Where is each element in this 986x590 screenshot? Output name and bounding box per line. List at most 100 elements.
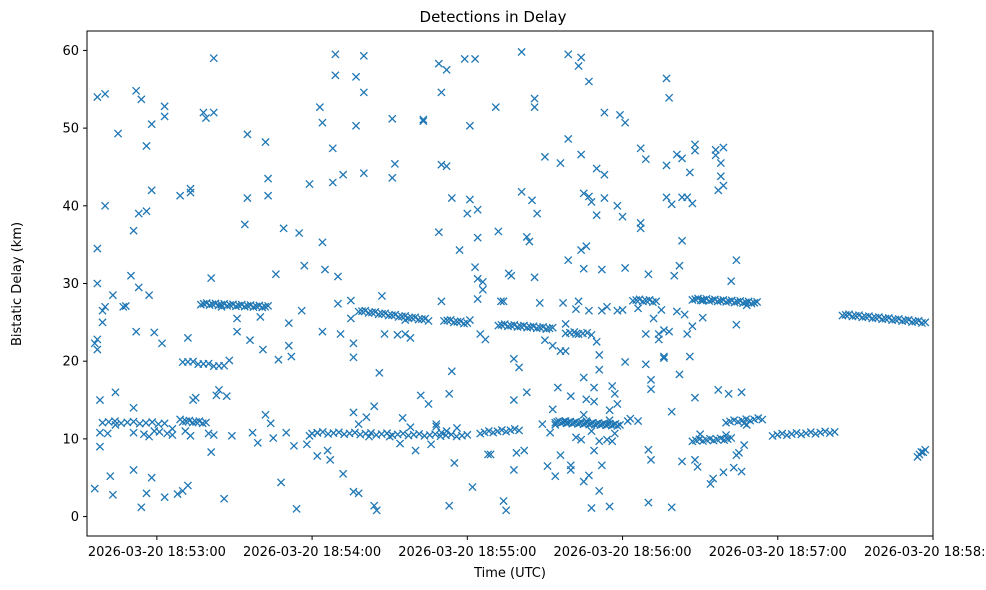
data-point: [253, 438, 262, 447]
data-point: [577, 53, 586, 62]
data-point: [390, 159, 399, 168]
data-point: [667, 407, 676, 416]
data-point: [543, 462, 552, 471]
data-point: [583, 328, 592, 337]
data-point: [367, 308, 377, 317]
x-tick-label: 2026-03-20 18:54:00: [243, 545, 381, 560]
data-point: [706, 479, 715, 489]
data-point: [201, 418, 211, 427]
data-point: [145, 291, 154, 300]
data-point: [364, 432, 374, 441]
data-point: [577, 150, 586, 159]
data-point: [737, 388, 746, 397]
data-point: [359, 169, 368, 178]
data-point: [113, 129, 123, 138]
data-point: [566, 461, 575, 470]
data-point: [672, 150, 681, 159]
data-point: [416, 391, 425, 400]
data-point: [350, 428, 359, 437]
data-point: [582, 242, 591, 251]
data-point: [618, 212, 627, 221]
data-point: [579, 477, 588, 486]
data-point: [659, 354, 668, 363]
data-point: [548, 323, 557, 332]
data-point: [613, 399, 622, 408]
data-point: [675, 261, 684, 270]
data-point: [139, 430, 148, 439]
data-point: [142, 141, 151, 151]
data-point: [571, 433, 581, 442]
data-point: [249, 303, 258, 312]
data-point: [300, 261, 309, 270]
data-point: [732, 320, 741, 329]
data-point: [605, 502, 614, 511]
data-point: [732, 256, 741, 265]
data-point: [481, 335, 490, 344]
data-point: [473, 205, 482, 214]
y-tick-label: 40: [62, 199, 79, 214]
data-point: [758, 415, 767, 424]
data-point: [510, 424, 519, 434]
chart-title: Detections in Delay: [420, 8, 567, 26]
data-point: [432, 420, 441, 429]
data-point: [434, 59, 443, 68]
data-point: [450, 458, 459, 468]
data-point: [279, 224, 288, 233]
data-point: [525, 237, 534, 246]
data-point: [517, 187, 526, 196]
data-point: [665, 93, 674, 102]
data-point: [111, 388, 120, 397]
data-point: [721, 430, 731, 440]
data-point: [615, 420, 625, 429]
data-point: [600, 170, 609, 179]
data-point: [753, 297, 762, 307]
data-point: [634, 304, 643, 313]
data-point: [160, 419, 169, 428]
data-point: [385, 432, 394, 441]
data-point: [574, 297, 583, 306]
data-point: [415, 429, 424, 438]
data-point: [719, 468, 728, 477]
data-point: [522, 232, 531, 241]
data-point: [530, 103, 539, 112]
data-point: [129, 417, 138, 426]
data-point: [787, 429, 796, 439]
data-point: [729, 463, 738, 472]
data-point: [359, 51, 368, 60]
data-point: [220, 494, 229, 503]
data-point: [393, 330, 402, 339]
data-point: [527, 196, 537, 205]
data-point: [677, 154, 687, 163]
data-point: [336, 329, 345, 339]
data-point: [465, 121, 474, 130]
data-point: [801, 429, 811, 438]
data-point: [147, 120, 156, 129]
data-point: [160, 102, 169, 111]
data-point: [644, 445, 653, 454]
data-point: [328, 144, 337, 153]
data-point: [688, 322, 697, 331]
data-point: [142, 207, 151, 216]
data-point: [160, 112, 169, 121]
data-point: [243, 130, 252, 139]
y-axis-label: Bistatic Delay (km): [10, 222, 25, 346]
data-point: [644, 498, 653, 507]
data-point: [621, 263, 630, 273]
data-point: [690, 393, 700, 402]
data-point: [318, 118, 327, 127]
data-point: [276, 478, 286, 487]
data-point: [690, 140, 700, 149]
y-tick-label: 50: [62, 122, 79, 137]
data-point: [662, 74, 671, 83]
data-point: [602, 435, 612, 444]
data-point: [417, 315, 426, 324]
data-point: [538, 420, 547, 429]
data-point: [93, 335, 102, 344]
data-point: [333, 272, 343, 281]
data-point: [359, 88, 368, 97]
data-point: [90, 484, 99, 493]
data-point: [93, 279, 102, 288]
y-tick-label: 60: [62, 44, 79, 59]
data-point: [406, 423, 415, 432]
data-point: [209, 108, 218, 117]
